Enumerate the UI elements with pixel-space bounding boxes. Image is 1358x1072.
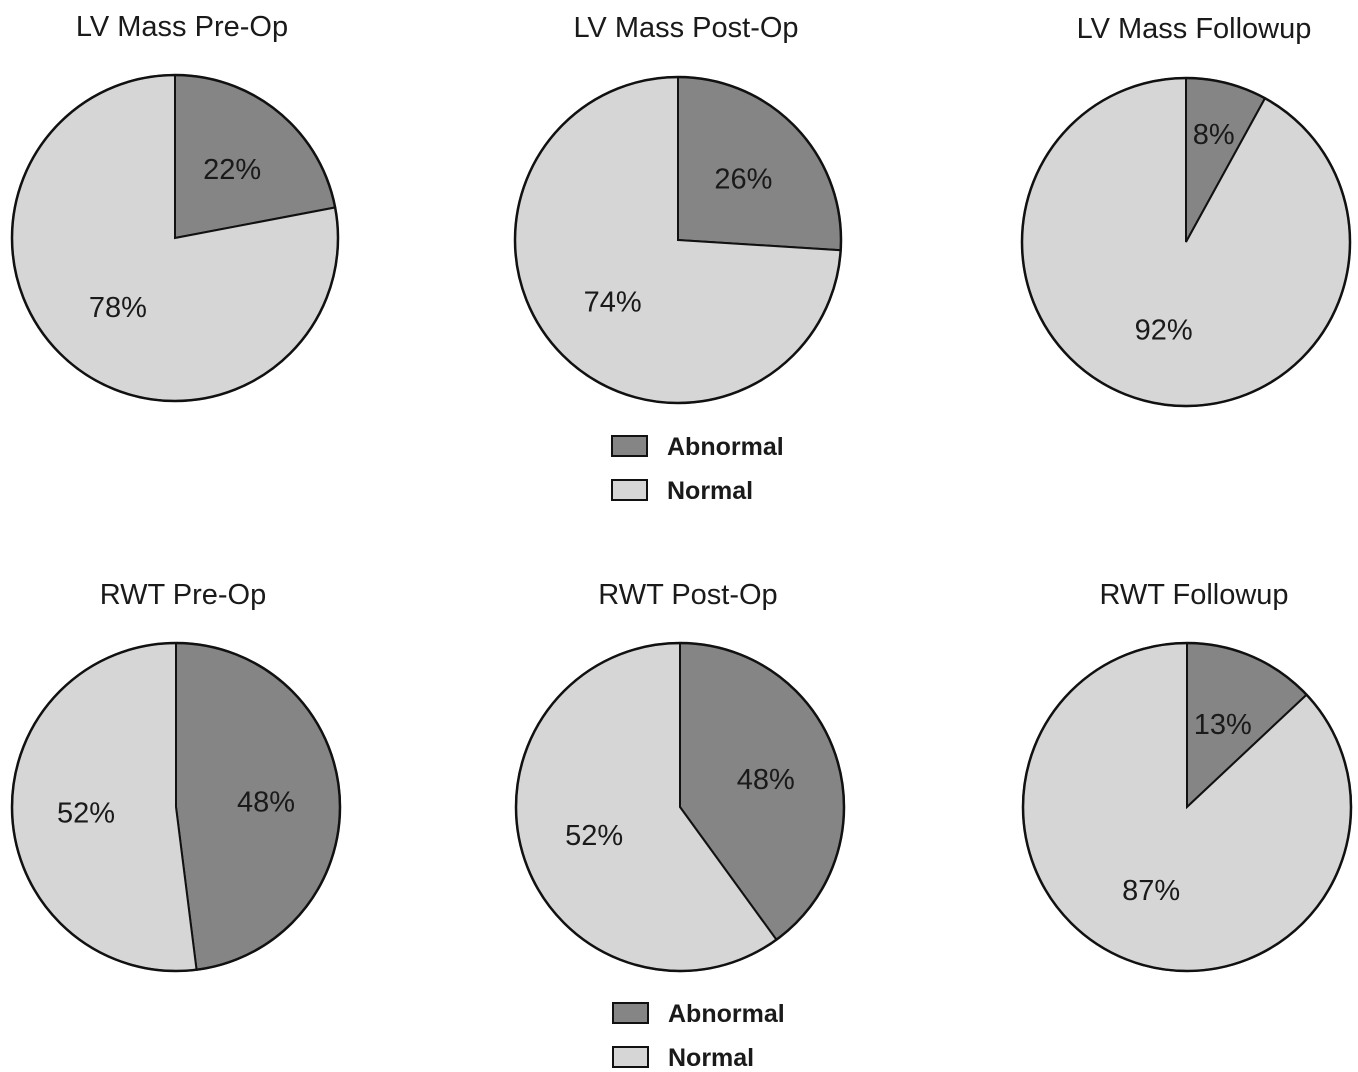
pie-slice-normal <box>1021 76 1351 407</box>
legend-swatch-normal <box>611 479 648 501</box>
pie-title: RWT Followup <box>1099 579 1288 611</box>
pie-chart-rwt-post-op: RWT Post-Op 48% 52% <box>514 579 846 973</box>
pie-chart-lv-mass-post-op: LV Mass Post-Op 26% 74% <box>513 12 843 405</box>
pie-label-abnormal: 8% <box>1193 119 1235 151</box>
pie-label-normal: 52% <box>565 820 623 852</box>
legend-swatch-abnormal <box>611 435 648 457</box>
pie-outline <box>514 641 846 973</box>
legend: Abnormal Normal <box>612 1000 785 1072</box>
legend-label-abnormal: Abnormal <box>667 433 784 461</box>
pie-outline <box>10 641 342 973</box>
pie-label-normal: 87% <box>1122 875 1180 907</box>
legend-swatch-abnormal <box>612 1002 649 1024</box>
pie-title: RWT Post-Op <box>598 579 777 611</box>
pie-chart-rwt-pre-op: RWT Pre-Op 48% 52% <box>10 579 342 973</box>
pie-label-abnormal: 48% <box>737 764 795 796</box>
pie-label-normal: 74% <box>584 286 642 318</box>
pie-chart-lv-mass-pre-op: LV Mass Pre-Op 22% 78% <box>10 11 340 403</box>
pie-chart-rwt-followup: RWT Followup 13% 87% <box>1021 579 1353 973</box>
pie-label-abnormal: 26% <box>714 164 772 196</box>
pie-title: LV Mass Pre-Op <box>76 11 288 43</box>
legend-swatch-normal <box>612 1046 649 1068</box>
pie-label-normal: 92% <box>1135 314 1193 346</box>
pie-outline <box>1020 76 1352 408</box>
pie-outline <box>513 75 843 405</box>
pie-label-abnormal: 48% <box>237 786 295 818</box>
pie-title: RWT Pre-Op <box>100 579 267 611</box>
pie-title: LV Mass Post-Op <box>573 12 798 44</box>
pie-label-abnormal: 13% <box>1194 709 1252 741</box>
pie-outline <box>1021 641 1353 973</box>
pie-chart-lv-mass-followup: LV Mass Followup 8% 92% <box>1020 13 1352 408</box>
pie-label-abnormal: 22% <box>203 154 261 186</box>
legend: Abnormal Normal <box>611 433 784 505</box>
pie-title: LV Mass Followup <box>1077 13 1312 45</box>
legend-label-abnormal: Abnormal <box>668 1000 785 1028</box>
legend-label-normal: Normal <box>667 477 753 505</box>
pie-label-normal: 78% <box>89 292 147 324</box>
legend-label-normal: Normal <box>668 1044 754 1072</box>
pie-outline <box>10 73 340 403</box>
pie-label-normal: 52% <box>57 798 115 830</box>
